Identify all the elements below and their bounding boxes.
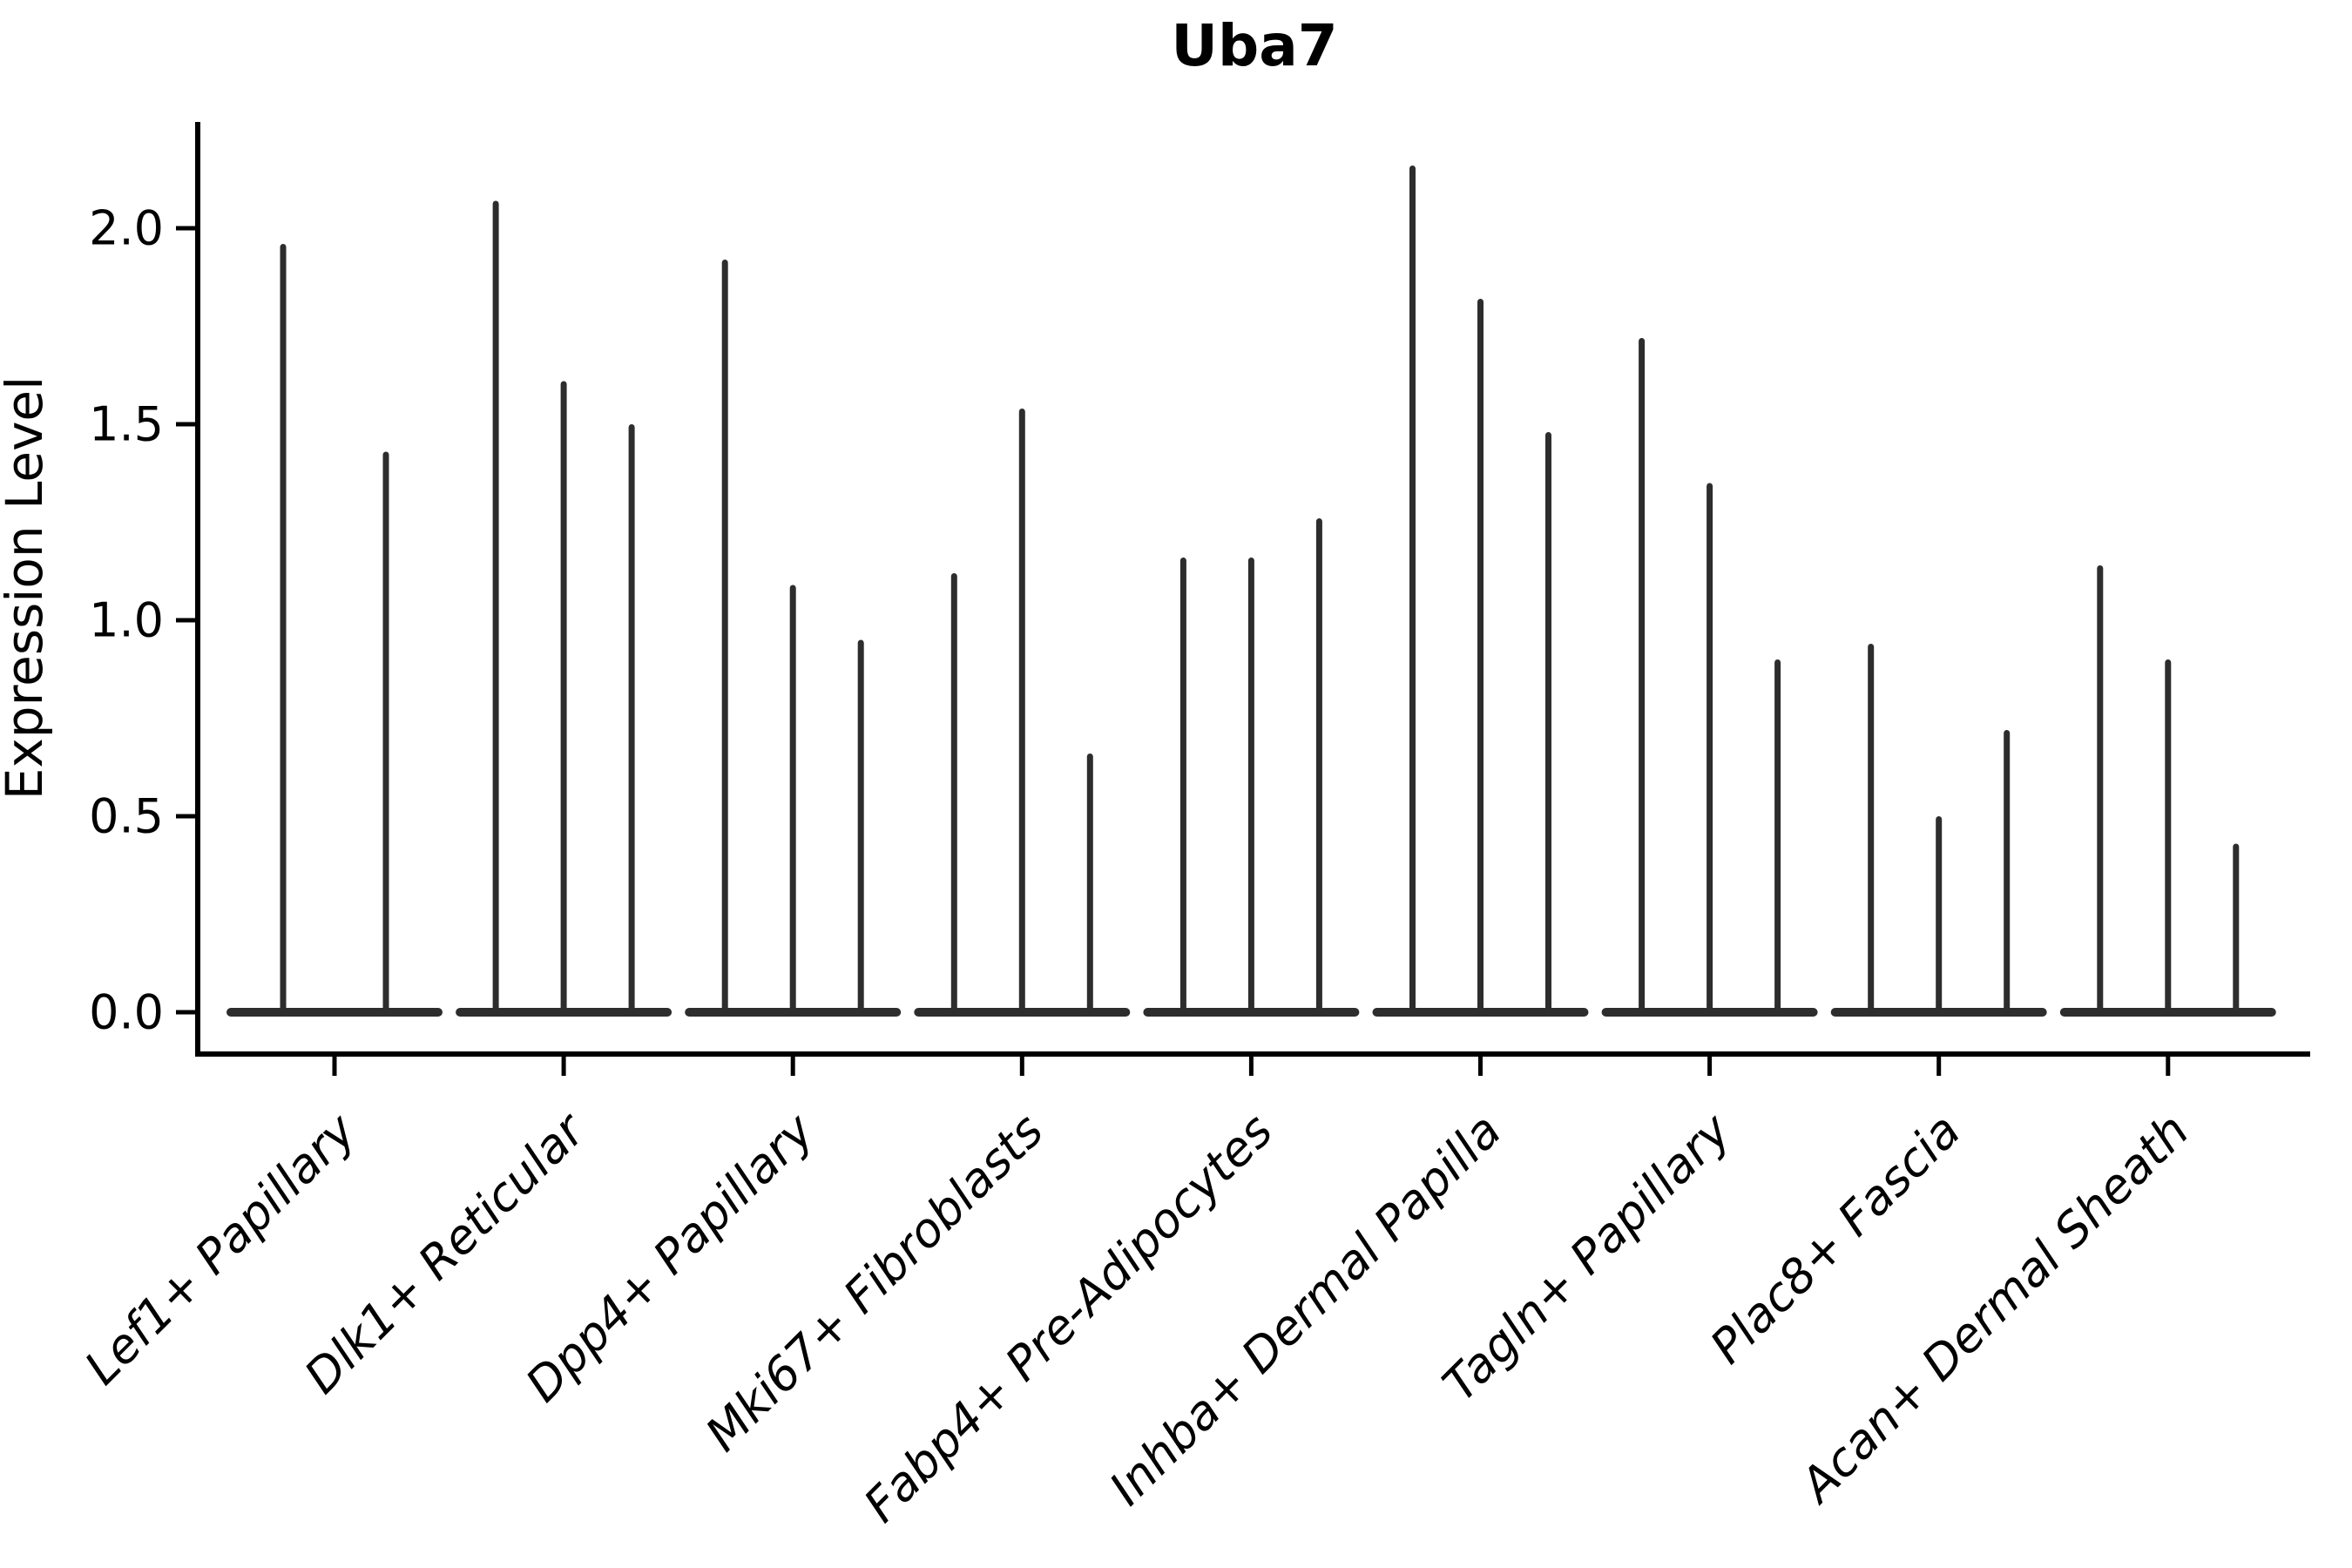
chart-title: Uba7 [1171,12,1338,79]
y-tick-label: 2.0 [89,200,164,256]
y-axis-label: Expression Level [0,375,54,801]
y-tick-label: 0.5 [89,788,164,844]
y-tick-label: 1.0 [89,592,164,648]
y-tick-label: 1.5 [89,396,164,452]
y-tick-label: 0.0 [89,984,164,1040]
axis-spines [195,122,2310,1057]
